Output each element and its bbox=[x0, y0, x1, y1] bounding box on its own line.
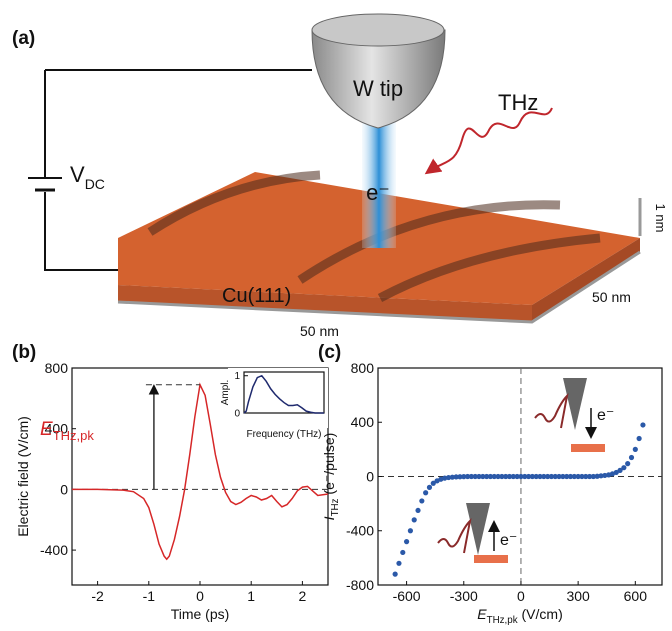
y-tick-label: 0 bbox=[60, 481, 68, 497]
y-tick-label: 400 bbox=[351, 414, 375, 430]
x-tick-label: -2 bbox=[91, 588, 104, 604]
y-tick-label: -400 bbox=[346, 523, 374, 539]
data-point bbox=[404, 539, 409, 544]
axis-label: Electric field (V/cm) bbox=[15, 416, 31, 537]
tip-top bbox=[312, 14, 444, 46]
tip-label: W tip bbox=[353, 76, 403, 101]
sample-icon bbox=[571, 444, 605, 452]
thz-icon bbox=[535, 396, 567, 428]
x-tick-label: 2 bbox=[299, 588, 307, 604]
sample-label: Cu(111) bbox=[222, 285, 291, 307]
thz-label: THz bbox=[498, 90, 538, 115]
data-point bbox=[427, 485, 432, 490]
data-point bbox=[400, 550, 405, 555]
annotation-main: E bbox=[40, 419, 53, 440]
y-tick-label: -800 bbox=[346, 577, 374, 593]
annotation-sub: THz,pk bbox=[53, 428, 95, 443]
y-tick-label: 0 bbox=[366, 468, 374, 484]
x-tick-label: 0 bbox=[517, 588, 525, 604]
y-tick-label: -400 bbox=[40, 542, 68, 558]
data-point bbox=[408, 528, 413, 533]
data-point bbox=[393, 572, 398, 577]
data-point bbox=[629, 455, 634, 460]
electron-label: e⁻ bbox=[366, 180, 390, 205]
scale-label: 1 nm bbox=[653, 204, 668, 233]
x-tick-label: 1 bbox=[247, 588, 255, 604]
data-point bbox=[412, 517, 417, 522]
x-tick-label: 600 bbox=[624, 588, 648, 604]
label-sub: THz,pk bbox=[487, 615, 518, 626]
y-tick-label: 800 bbox=[45, 360, 69, 376]
y-tick-label: 800 bbox=[351, 360, 375, 376]
electron-label: e⁻ bbox=[500, 532, 517, 549]
panel-label: (a) bbox=[12, 28, 35, 49]
voltage-label: VDC bbox=[70, 162, 105, 192]
thz-icon bbox=[438, 521, 470, 553]
y-tick-label: 1 bbox=[234, 371, 240, 382]
data-point bbox=[621, 465, 626, 470]
x-tick-label: -600 bbox=[393, 588, 421, 604]
tip-icon bbox=[563, 378, 587, 430]
scale-label: 50 nm bbox=[300, 323, 339, 339]
data-point bbox=[396, 561, 401, 566]
panel-label: (b) bbox=[12, 342, 36, 363]
data-point bbox=[419, 498, 424, 503]
label-unit: (e⁻/pulse) bbox=[321, 433, 337, 499]
y-tick-label: 0 bbox=[234, 409, 240, 420]
data-point bbox=[637, 436, 642, 441]
data-point bbox=[625, 461, 630, 466]
sample-icon bbox=[474, 555, 508, 563]
axis-label: ITHz (e⁻/pulse) bbox=[321, 433, 341, 521]
tip-cartoon: e⁻ bbox=[535, 378, 614, 452]
figure: (a) VDC W tip e⁻ THz Cu(111) 50 nm 50 nm… bbox=[0, 0, 672, 626]
page: {"panel_a": {"label": "(a)", "tip": "W t… bbox=[0, 0, 672, 631]
label-unit: (V/cm) bbox=[518, 606, 563, 622]
axis-label: Ampl. bbox=[220, 380, 231, 406]
x-tick-label: 0 bbox=[196, 588, 204, 604]
x-tick-label: -300 bbox=[450, 588, 478, 604]
tip-icon bbox=[466, 503, 490, 555]
thz-wave bbox=[428, 108, 552, 172]
data-point bbox=[640, 422, 645, 427]
axis-label: Frequency (THz) bbox=[246, 429, 321, 440]
axis-label: Time (ps) bbox=[171, 606, 230, 622]
x-tick-label: -1 bbox=[143, 588, 156, 604]
axis-label: ETHz,pk (V/cm) bbox=[477, 606, 562, 626]
x-tick-label: 300 bbox=[566, 588, 590, 604]
scale-label: 50 nm bbox=[592, 289, 631, 305]
data-point bbox=[415, 508, 420, 513]
electron-label: e⁻ bbox=[597, 407, 614, 424]
tip-cartoon: e⁻ bbox=[438, 503, 517, 563]
panel-label: (c) bbox=[318, 342, 341, 363]
data-point bbox=[423, 490, 428, 495]
data-point bbox=[633, 447, 638, 452]
panel-a: (a) VDC W tip e⁻ THz Cu(111) 50 nm 50 nm… bbox=[12, 14, 668, 339]
label-sub: THz bbox=[330, 498, 341, 516]
